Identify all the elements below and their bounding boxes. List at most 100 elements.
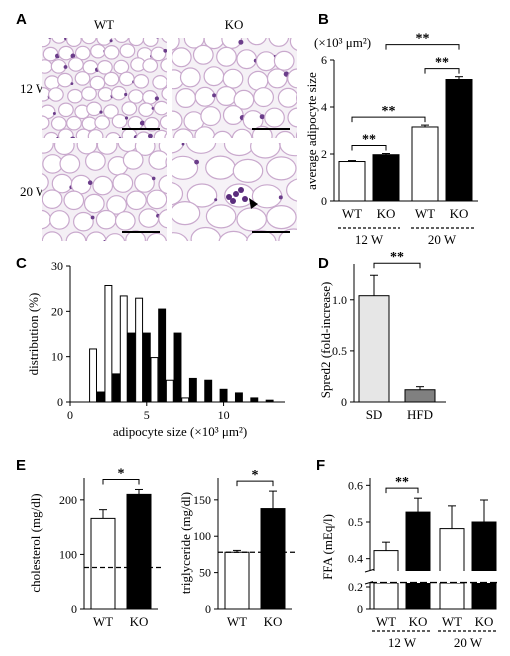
adipocyte-cell bbox=[236, 49, 258, 70]
cell-nucleus bbox=[156, 38, 159, 39]
unit-label: (×10³ μm²) bbox=[314, 35, 371, 50]
adipocyte-cell bbox=[42, 59, 53, 74]
bar bbox=[260, 508, 286, 610]
adipocyte-cell bbox=[74, 45, 91, 61]
y-tick-label: 0 bbox=[57, 395, 63, 409]
adipocyte-cell bbox=[43, 131, 60, 138]
significance-bracket bbox=[385, 44, 460, 50]
row-label-12w: 12 W bbox=[20, 81, 49, 96]
adipocyte-cell bbox=[50, 116, 67, 131]
cell-nucleus bbox=[194, 159, 200, 165]
cell-nucleus bbox=[124, 116, 129, 120]
adipocyte-cell bbox=[104, 233, 126, 241]
adipocyte-cell bbox=[42, 209, 52, 230]
panel-label-d: D bbox=[318, 255, 329, 272]
adipocyte-cell bbox=[42, 189, 63, 209]
y-tick-label: 200 bbox=[59, 493, 77, 507]
bar bbox=[90, 517, 116, 610]
adipocyte-cell bbox=[127, 89, 144, 104]
adipocyte-cell bbox=[138, 208, 160, 228]
significance-bracket bbox=[385, 487, 419, 494]
adipocyte-cell bbox=[57, 128, 74, 138]
adipocyte-cell bbox=[135, 131, 152, 138]
adipocyte-cell bbox=[194, 126, 216, 138]
adipocyte-cell bbox=[150, 46, 167, 62]
group-label: 20 W bbox=[454, 635, 483, 650]
x-category-label: WT bbox=[93, 614, 113, 629]
adipocyte-cell bbox=[90, 43, 106, 59]
bar bbox=[135, 297, 144, 403]
adipocyte-cell bbox=[67, 57, 84, 72]
bar bbox=[96, 391, 105, 403]
cell-nucleus bbox=[163, 48, 167, 53]
cell-nucleus bbox=[87, 180, 93, 185]
x-axis-label: adipocyte size (×10³ μm²) bbox=[113, 424, 247, 439]
y-tick-label: 0.2 bbox=[348, 580, 363, 594]
crown-like-structure bbox=[226, 194, 232, 200]
adipocyte-cell bbox=[85, 231, 107, 241]
adipocyte-cell bbox=[106, 195, 127, 215]
adipocyte-cell bbox=[103, 71, 120, 87]
adipocyte-cell bbox=[152, 75, 167, 90]
y-tick-label: 20 bbox=[51, 304, 63, 318]
panel-label-e: E bbox=[16, 457, 26, 474]
cell-nucleus bbox=[151, 107, 155, 110]
cell-nucleus bbox=[70, 53, 76, 59]
adipocyte-cell bbox=[286, 178, 297, 202]
x-category-label: WT bbox=[442, 614, 462, 629]
adipocyte-cell bbox=[278, 228, 297, 241]
adipocyte-cell bbox=[205, 204, 237, 229]
adipocyte-cell bbox=[51, 38, 67, 44]
bar bbox=[411, 126, 439, 202]
bar bbox=[165, 379, 174, 403]
bar bbox=[181, 397, 190, 403]
cell-nucleus bbox=[139, 120, 145, 126]
adipocyte-cell bbox=[148, 150, 167, 170]
x-category-label: WT bbox=[227, 614, 247, 629]
adipocyte-cell bbox=[236, 207, 267, 232]
cell-nucleus bbox=[151, 176, 156, 181]
cell-nucleus bbox=[238, 39, 244, 45]
adipocyte-cell bbox=[59, 154, 81, 174]
adipocyte-cell bbox=[200, 106, 222, 127]
adipocyte-cell bbox=[96, 143, 118, 155]
y-tick-label: 30 bbox=[51, 259, 63, 273]
significance-bracket-label: ** bbox=[382, 104, 396, 119]
adipocyte-cell bbox=[175, 87, 197, 108]
cell-nucleus bbox=[259, 114, 265, 120]
y-axis-label: cholesterol (mg/dl) bbox=[28, 493, 43, 592]
cell-nucleus bbox=[167, 104, 170, 107]
x-category-label: KO bbox=[130, 614, 149, 629]
adipocyte-cell bbox=[250, 143, 281, 159]
significance-bracket bbox=[102, 478, 140, 485]
cell-nucleus bbox=[154, 96, 159, 101]
adipocyte-cell bbox=[84, 151, 106, 171]
adipocyte-cell bbox=[172, 143, 185, 154]
axis-break bbox=[364, 568, 376, 573]
y-axis-label: average adipocyte size bbox=[304, 72, 319, 190]
y-tick-label: 0 bbox=[357, 602, 363, 616]
adipocyte-cell bbox=[161, 38, 167, 43]
x-tick-label: 5 bbox=[144, 408, 150, 422]
crown-like-structure bbox=[242, 196, 248, 202]
adipocyte-cell bbox=[103, 44, 120, 60]
bar bbox=[158, 308, 167, 403]
adipocyte-cell bbox=[42, 231, 63, 241]
chart-c: 0 10 20 30 0 5 10 distribution (%) adipocyte siz… bbox=[26, 259, 285, 439]
y-tick-label: 2 bbox=[321, 147, 327, 161]
significance-bracket bbox=[236, 480, 274, 487]
bar-lower bbox=[439, 582, 465, 610]
crown-like-structure bbox=[238, 187, 244, 193]
adipocyte-cell bbox=[81, 38, 97, 45]
adipocyte-cell bbox=[81, 86, 97, 101]
x-category-label: KO bbox=[409, 614, 428, 629]
bar-break bbox=[439, 571, 465, 583]
panel-label-b: B bbox=[318, 11, 329, 28]
adipocyte-cell bbox=[264, 107, 285, 128]
adipocyte-cell bbox=[194, 86, 216, 107]
y-tick-label: 10 bbox=[51, 350, 63, 364]
bar bbox=[204, 379, 213, 403]
adipocyte-cell bbox=[266, 68, 288, 89]
adipocyte-cell bbox=[112, 173, 134, 193]
adipocyte-cell bbox=[203, 66, 225, 87]
